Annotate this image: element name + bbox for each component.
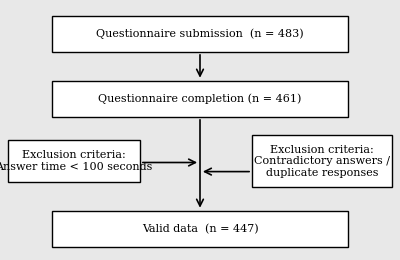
Text: Exclusion criteria:
Contradictory answers /
duplicate responses: Exclusion criteria: Contradictory answer… (254, 145, 390, 178)
FancyBboxPatch shape (52, 211, 348, 247)
FancyBboxPatch shape (8, 140, 140, 182)
FancyBboxPatch shape (52, 16, 348, 52)
Text: Questionnaire submission  (n = 483): Questionnaire submission (n = 483) (96, 29, 304, 39)
Text: Exclusion criteria:
Answer time < 100 seconds: Exclusion criteria: Answer time < 100 se… (0, 150, 153, 172)
Text: Valid data  (n = 447): Valid data (n = 447) (142, 224, 258, 234)
FancyBboxPatch shape (52, 81, 348, 117)
Text: Questionnaire completion (n = 461): Questionnaire completion (n = 461) (98, 94, 302, 104)
FancyBboxPatch shape (252, 135, 392, 187)
